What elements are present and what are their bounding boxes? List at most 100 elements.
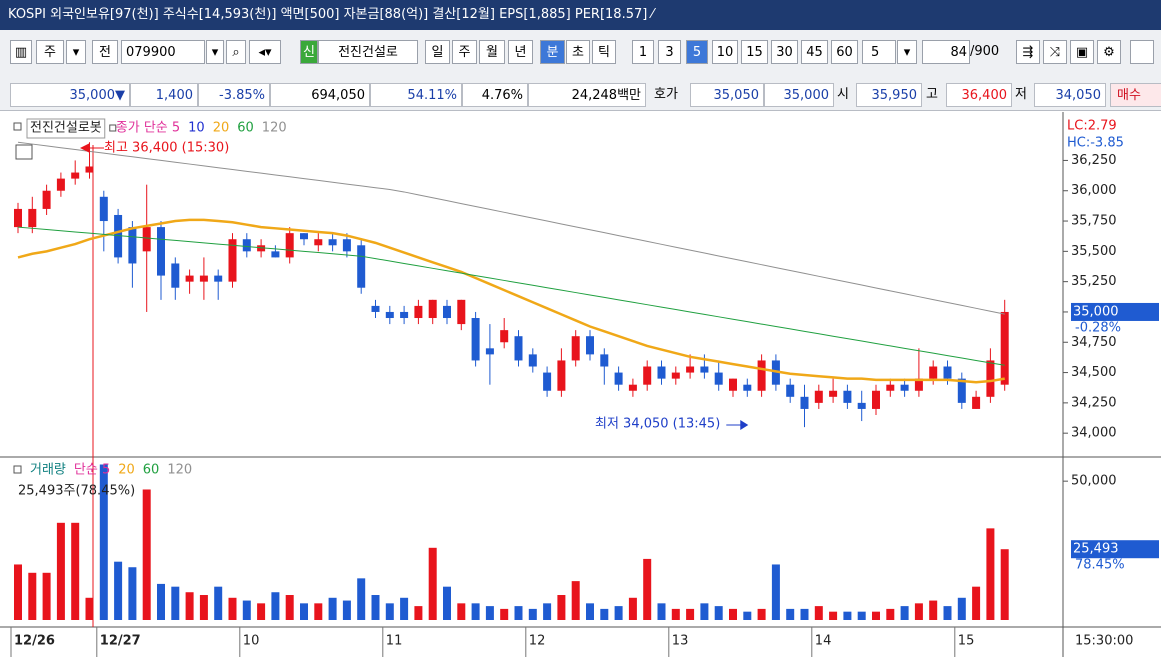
interval-button[interactable]: 5 bbox=[686, 40, 708, 64]
candle-body bbox=[729, 378, 737, 391]
interval-input[interactable]: 5 bbox=[862, 40, 896, 64]
volume-bar bbox=[199, 595, 208, 620]
interval-button[interactable]: 15 bbox=[741, 40, 768, 64]
period-button[interactable]: 년 bbox=[508, 40, 533, 64]
candle-body bbox=[400, 311, 409, 319]
dropdown[interactable]: ▾ bbox=[206, 40, 224, 64]
candle-body bbox=[500, 330, 509, 343]
volume-bar bbox=[300, 603, 308, 620]
volume-bar bbox=[543, 603, 552, 620]
volume-bar bbox=[385, 603, 394, 620]
high-annotation: 최고 36,400 (15:30) bbox=[104, 141, 229, 156]
x-tick-label: 12/26 bbox=[14, 634, 55, 649]
volume-bar bbox=[471, 603, 480, 620]
quote-bar: 35,000▼ 1,400 -3.85% 694,050 54.11% 4.76… bbox=[0, 76, 1161, 111]
icon-button[interactable] bbox=[1130, 40, 1154, 64]
legend-item: 종가 단순 5 bbox=[116, 121, 180, 136]
volume-bar bbox=[857, 611, 866, 620]
candle-body bbox=[285, 233, 294, 258]
interval-button[interactable]: 1 bbox=[632, 40, 654, 64]
candle-body bbox=[557, 360, 566, 391]
volume-bar bbox=[271, 592, 280, 620]
volume-bar bbox=[357, 578, 366, 620]
period-button[interactable]: 초 bbox=[566, 40, 590, 64]
candle-body bbox=[929, 366, 938, 379]
bid: 35,000 bbox=[764, 83, 834, 107]
volume-bar bbox=[957, 597, 966, 620]
candle-body bbox=[42, 190, 51, 209]
candle-body bbox=[142, 227, 151, 252]
title-text: KOSPI 외국인보유[97(천)] 주식수[14,593(천)] 액면[500… bbox=[8, 7, 654, 22]
search-button[interactable]: ⌕ bbox=[226, 40, 246, 64]
candle-body bbox=[872, 390, 880, 409]
icon-button[interactable]: ⤨ bbox=[1043, 40, 1067, 64]
icon-button[interactable]: ⚙ bbox=[1097, 40, 1121, 64]
volume-bar bbox=[214, 586, 223, 620]
buy-button[interactable]: 매수 bbox=[1110, 83, 1161, 107]
candle-body bbox=[614, 372, 623, 385]
volume-bar bbox=[700, 603, 709, 620]
moving-average bbox=[17, 218, 1005, 384]
candle-body bbox=[471, 318, 480, 361]
volume-bar bbox=[972, 586, 981, 620]
volume-bar bbox=[528, 608, 537, 620]
candle-body bbox=[743, 384, 752, 391]
period-button[interactable]: 주 bbox=[452, 40, 477, 64]
candle-body bbox=[757, 360, 766, 391]
legend-item: 60 bbox=[143, 463, 160, 478]
button[interactable]: 전 bbox=[92, 40, 118, 64]
ratio: 4.76% bbox=[462, 83, 528, 107]
interval-button[interactable]: 60 bbox=[831, 40, 858, 64]
interval-button[interactable]: 45 bbox=[801, 40, 828, 64]
candle-body bbox=[886, 384, 895, 391]
volume-bar bbox=[485, 606, 494, 620]
candle-body bbox=[628, 384, 637, 391]
y-tick-label: 36,250 bbox=[1071, 153, 1117, 168]
volume-box bbox=[1071, 540, 1159, 559]
candle-body bbox=[643, 366, 652, 385]
count-input[interactable]: 84 bbox=[922, 40, 970, 64]
sound-button[interactable]: ◂▾ bbox=[249, 40, 281, 64]
candle-body bbox=[1000, 311, 1009, 385]
volume-bar bbox=[228, 597, 237, 620]
period-button[interactable]: 분 bbox=[540, 40, 565, 64]
candle-body bbox=[714, 372, 723, 385]
x-tick-label: 13 bbox=[672, 634, 689, 649]
dropdown[interactable]: ▾ bbox=[897, 40, 917, 64]
icon-button[interactable]: ⇶ bbox=[1016, 40, 1040, 64]
candle-body bbox=[357, 245, 366, 288]
interval-button[interactable]: 3 bbox=[658, 40, 681, 64]
dropdown[interactable]: ▾ bbox=[66, 40, 86, 64]
candle-body bbox=[943, 366, 952, 379]
y-tick-label: 34,250 bbox=[1071, 395, 1117, 410]
icon-button[interactable]: ▥ bbox=[10, 40, 32, 64]
interval-button[interactable]: 30 bbox=[771, 40, 798, 64]
volume-bar bbox=[814, 606, 823, 620]
volume-info: 25,493주(78.45%) bbox=[18, 484, 135, 499]
code-input[interactable]: 079900 bbox=[121, 40, 205, 64]
candle-body bbox=[914, 378, 923, 391]
candle-body bbox=[986, 360, 995, 397]
chart-background bbox=[0, 112, 1161, 657]
candle-body bbox=[71, 172, 80, 179]
x-tick-label: 10 bbox=[243, 634, 260, 649]
button[interactable]: 주 bbox=[36, 40, 64, 64]
label: 저 bbox=[1015, 87, 1027, 102]
volume-bar bbox=[500, 608, 509, 620]
legend-item: 20 bbox=[118, 463, 135, 478]
period-button[interactable]: 월 bbox=[479, 40, 505, 64]
volume-bar bbox=[257, 603, 266, 620]
volume-bar bbox=[714, 606, 723, 620]
interval-button[interactable]: 10 bbox=[712, 40, 738, 64]
y-tick-label: 34,500 bbox=[1071, 365, 1117, 380]
stock-name[interactable]: 전진건설로 bbox=[318, 40, 418, 64]
volume-bar bbox=[428, 547, 437, 620]
amount: 24,248백만 bbox=[528, 83, 646, 107]
period-button[interactable]: 틱 bbox=[592, 40, 616, 64]
icon-button[interactable]: ▣ bbox=[1070, 40, 1094, 64]
period-button[interactable]: 일 bbox=[425, 40, 450, 64]
volume-bar bbox=[42, 572, 51, 620]
candle-body bbox=[543, 372, 552, 391]
candle-body bbox=[443, 305, 451, 319]
y-tick-label: 34,750 bbox=[1071, 335, 1117, 350]
